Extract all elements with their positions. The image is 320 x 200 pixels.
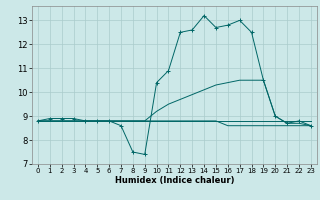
X-axis label: Humidex (Indice chaleur): Humidex (Indice chaleur)	[115, 176, 234, 185]
